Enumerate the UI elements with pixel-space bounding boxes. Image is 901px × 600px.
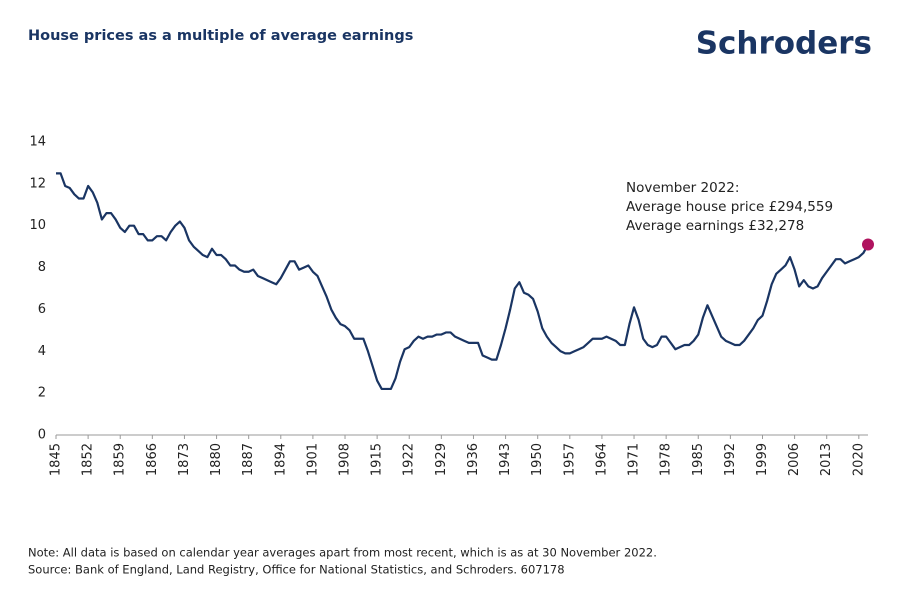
logo: Schroders xyxy=(696,26,872,62)
x-tick-label: 1915 xyxy=(370,443,385,476)
x-tick-label: 1845 xyxy=(49,443,64,476)
x-tick-label: 1985 xyxy=(691,443,706,476)
y-tick-label: 10 xyxy=(29,218,46,233)
x-tick-label: 1866 xyxy=(145,443,160,476)
chart-title: House prices as a multiple of average ea… xyxy=(28,28,413,44)
latest-point xyxy=(862,238,874,251)
y-tick-label: 6 xyxy=(38,302,46,317)
x-tick-label: 1880 xyxy=(209,443,224,476)
x-tick-label: 1978 xyxy=(659,443,674,476)
x-tick-label: 1859 xyxy=(113,443,128,476)
x-tick-label: 1971 xyxy=(627,443,642,476)
x-tick-label: 1873 xyxy=(177,443,192,476)
x-tick-label: 2013 xyxy=(819,443,834,476)
y-tick-label: 2 xyxy=(38,386,46,401)
x-tick-label: 1943 xyxy=(498,443,513,476)
y-tick-label: 4 xyxy=(38,344,46,359)
x-tick-label: 1929 xyxy=(434,443,449,476)
x-tick-label: 1936 xyxy=(466,443,481,476)
y-tick-label: 8 xyxy=(38,260,46,275)
x-tick-label: 1887 xyxy=(241,443,256,476)
x-tick-label: 1894 xyxy=(273,443,288,476)
x-tick-label: 1957 xyxy=(562,443,577,476)
y-tick-label: 0 xyxy=(38,428,46,443)
x-tick-label: 2006 xyxy=(787,443,802,476)
y-tick-label: 14 xyxy=(29,135,46,150)
x-tick-label: 1964 xyxy=(594,443,609,476)
x-tick-label: 1999 xyxy=(755,443,770,476)
data-line xyxy=(56,172,869,391)
annotation: Average earnings £32,278 xyxy=(626,218,804,234)
x-tick-label: 1950 xyxy=(530,443,545,476)
annotation: November 2022: xyxy=(626,180,739,196)
x-tick-label: 1901 xyxy=(305,443,320,476)
note: Source: Bank of England, Land Registry, … xyxy=(28,563,565,577)
x-tick-label: 1908 xyxy=(338,443,353,476)
y-tick-label: 12 xyxy=(29,176,46,191)
annotation: Average house price £294,559 xyxy=(626,199,833,215)
x-tick-label: 2020 xyxy=(851,443,866,476)
x-tick-label: 1992 xyxy=(723,443,738,476)
note: Note: All data is based on calendar year… xyxy=(28,546,657,560)
x-tick-label: 1852 xyxy=(81,443,96,476)
x-tick-label: 1922 xyxy=(402,443,417,476)
